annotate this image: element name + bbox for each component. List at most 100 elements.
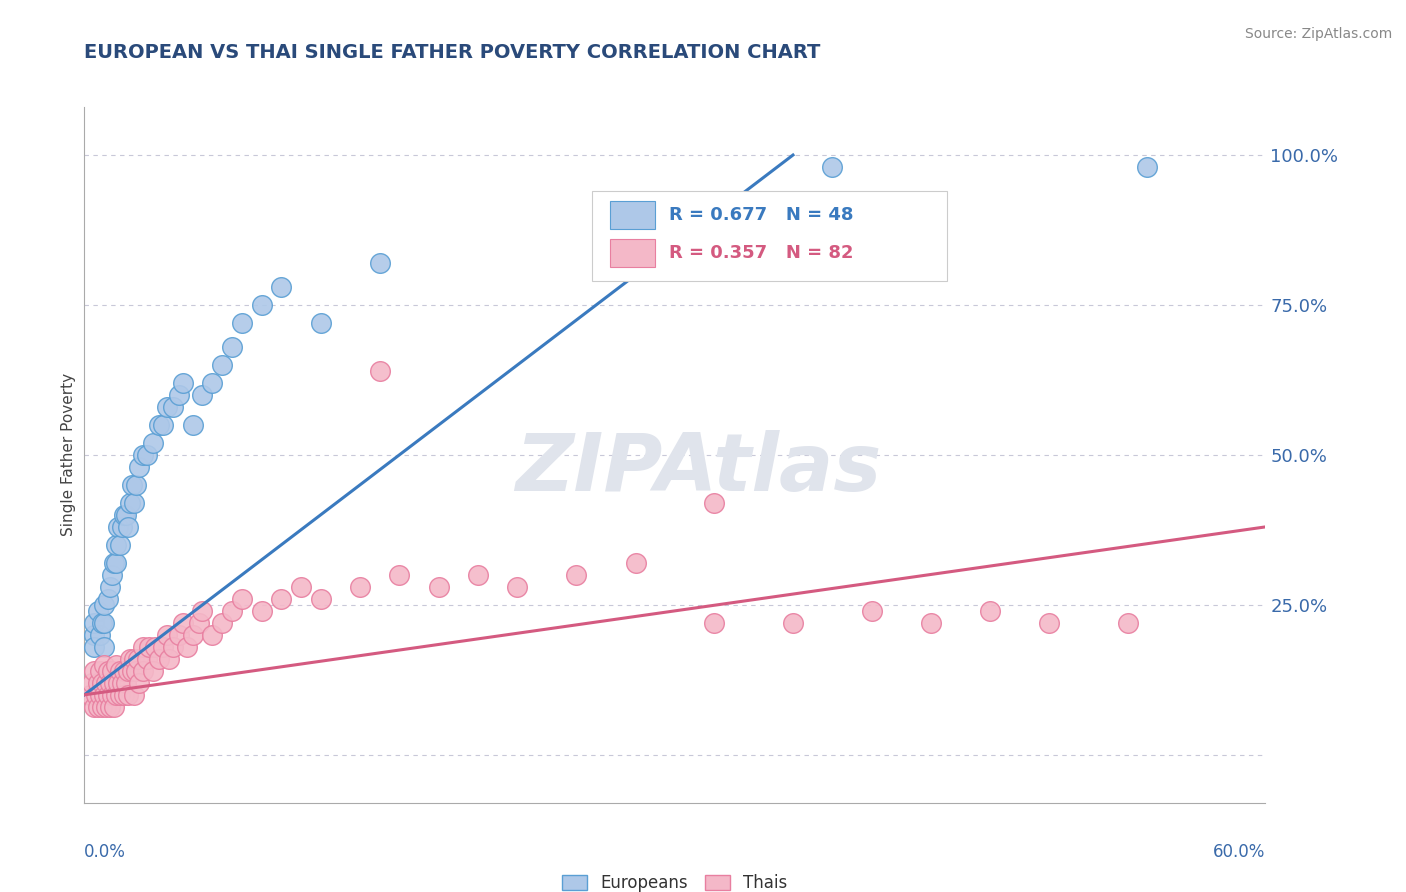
Point: [111, 676, 134, 690]
Point: [290, 580, 312, 594]
Point: [101, 567, 124, 582]
Point: [368, 364, 391, 378]
Point: [250, 298, 273, 312]
Point: [122, 496, 145, 510]
Point: [132, 640, 155, 654]
Point: [142, 436, 165, 450]
Point: [97, 664, 120, 678]
Point: [162, 640, 184, 654]
Point: [122, 652, 145, 666]
Point: [121, 664, 143, 678]
Point: [132, 664, 155, 678]
Point: [97, 591, 120, 606]
Point: [309, 591, 332, 606]
Point: [250, 604, 273, 618]
Point: [104, 688, 127, 702]
Point: [201, 376, 224, 390]
Point: [136, 652, 159, 666]
Text: 0.0%: 0.0%: [84, 843, 127, 861]
Point: [349, 580, 371, 594]
Point: [605, 219, 627, 234]
Point: [231, 591, 253, 606]
Point: [83, 699, 105, 714]
Point: [79, 688, 101, 702]
Point: [93, 657, 115, 672]
Point: [103, 676, 125, 690]
Point: [93, 615, 115, 630]
Point: [127, 652, 149, 666]
Point: [82, 676, 104, 690]
Text: 60.0%: 60.0%: [1213, 843, 1265, 861]
Point: [703, 496, 725, 510]
Point: [128, 459, 150, 474]
Point: [860, 604, 883, 618]
Point: [821, 160, 844, 174]
FancyBboxPatch shape: [610, 239, 655, 267]
Point: [124, 664, 146, 678]
Point: [94, 676, 117, 690]
Point: [181, 417, 204, 432]
Point: [107, 520, 129, 534]
Point: [565, 567, 588, 582]
FancyBboxPatch shape: [610, 201, 655, 229]
Point: [270, 280, 292, 294]
Point: [156, 400, 179, 414]
Text: R = 0.677   N = 48: R = 0.677 N = 48: [669, 206, 853, 224]
Point: [89, 688, 111, 702]
Point: [187, 615, 209, 630]
Point: [162, 400, 184, 414]
Point: [624, 556, 647, 570]
Point: [104, 538, 127, 552]
Point: [108, 538, 131, 552]
Point: [142, 664, 165, 678]
Point: [152, 417, 174, 432]
Point: [427, 580, 450, 594]
Point: [181, 628, 204, 642]
Point: [114, 676, 136, 690]
Point: [1038, 615, 1060, 630]
Point: [108, 664, 131, 678]
Point: [152, 640, 174, 654]
Point: [112, 664, 135, 678]
Point: [148, 652, 170, 666]
Point: [91, 699, 114, 714]
Point: [167, 628, 190, 642]
Point: [83, 628, 105, 642]
Point: [87, 604, 110, 618]
Point: [211, 615, 233, 630]
Point: [93, 688, 115, 702]
Point: [83, 615, 105, 630]
FancyBboxPatch shape: [592, 191, 946, 281]
Point: [221, 604, 243, 618]
Point: [117, 520, 139, 534]
Point: [191, 604, 214, 618]
Text: EUROPEAN VS THAI SINGLE FATHER POVERTY CORRELATION CHART: EUROPEAN VS THAI SINGLE FATHER POVERTY C…: [84, 44, 821, 62]
Point: [148, 417, 170, 432]
Point: [703, 615, 725, 630]
Y-axis label: Single Father Poverty: Single Father Poverty: [60, 374, 76, 536]
Point: [97, 688, 120, 702]
Point: [138, 640, 160, 654]
Point: [89, 628, 111, 642]
Point: [111, 520, 134, 534]
Point: [104, 556, 127, 570]
Point: [118, 652, 141, 666]
Point: [979, 604, 1001, 618]
Point: [124, 478, 146, 492]
Point: [167, 388, 190, 402]
Point: [94, 699, 117, 714]
Point: [388, 567, 411, 582]
Point: [782, 615, 804, 630]
Point: [157, 652, 180, 666]
Point: [201, 628, 224, 642]
Point: [91, 676, 114, 690]
Point: [117, 664, 139, 678]
Point: [93, 640, 115, 654]
Point: [920, 615, 942, 630]
Point: [104, 657, 127, 672]
Point: [172, 376, 194, 390]
Text: R = 0.357   N = 82: R = 0.357 N = 82: [669, 244, 853, 262]
Point: [93, 598, 115, 612]
Point: [83, 640, 105, 654]
Point: [221, 340, 243, 354]
